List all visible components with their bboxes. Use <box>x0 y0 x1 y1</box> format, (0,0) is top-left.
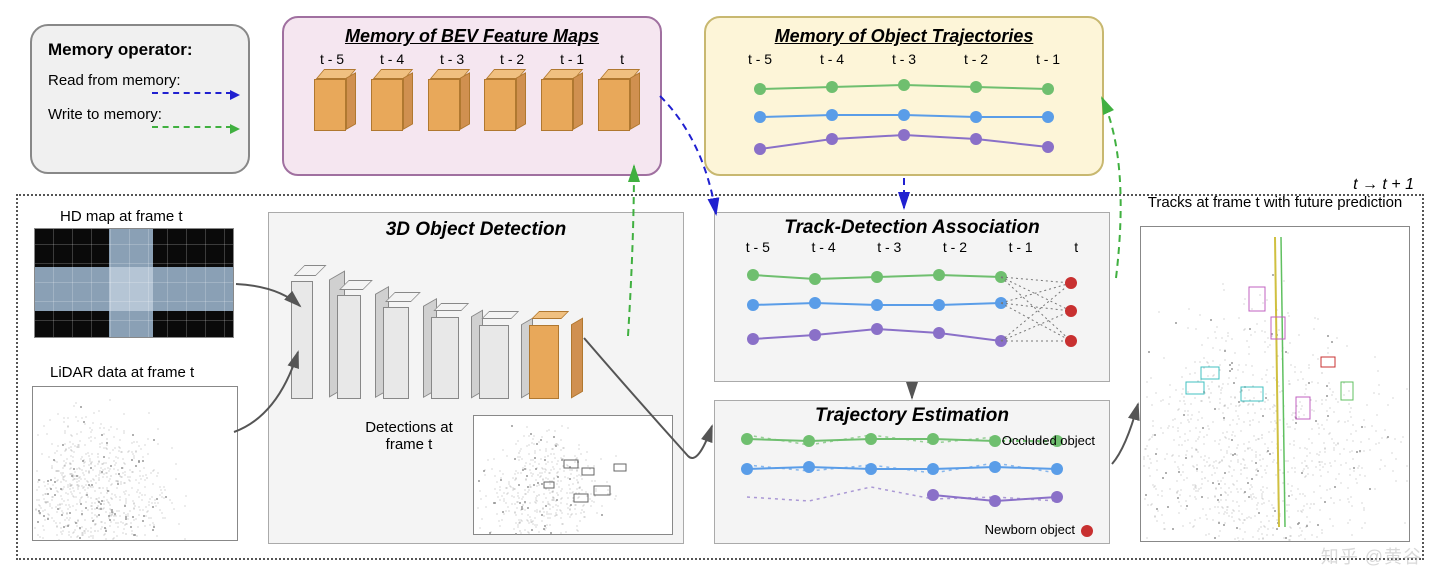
watermark: 知乎 @黄谷 <box>1321 543 1422 569</box>
memory-arrows <box>0 0 1440 575</box>
